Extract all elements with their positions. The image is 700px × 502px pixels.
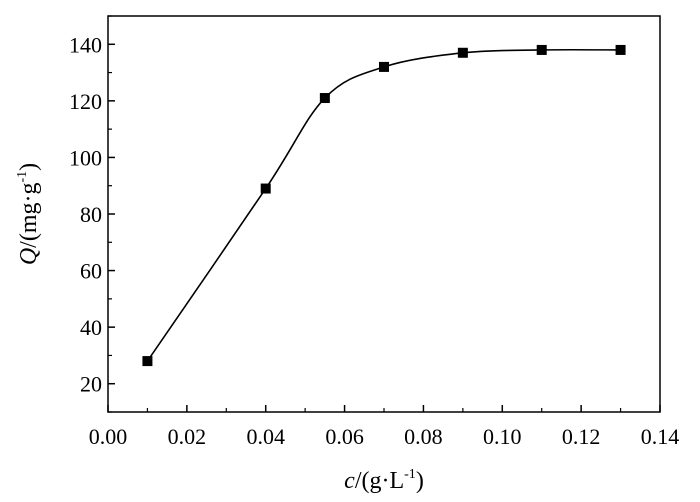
y-axis-unit: /(mg·g — [16, 183, 42, 248]
data-point — [379, 61, 389, 72]
series-markers — [142, 44, 626, 367]
y-tick-label: 40 — [80, 315, 102, 340]
data-point — [142, 356, 153, 367]
y-axis-unit-close: ) — [16, 163, 42, 171]
y-axis-ticks: 20 40 60 80 100 120 140 — [69, 15, 115, 413]
y-tick-label: 60 — [80, 259, 102, 284]
series-line — [146, 48, 621, 362]
x-axis-title: c/(g·L-1) — [344, 467, 424, 494]
y-tick-label: 100 — [69, 145, 102, 170]
x-tick-label: 0.10 — [483, 424, 522, 449]
x-tick-label: 0.12 — [562, 424, 601, 449]
x-tick-label: 0.02 — [168, 424, 207, 449]
x-tick-label: 0.06 — [325, 424, 364, 449]
data-point — [536, 44, 547, 55]
y-axis-title: Q/(mg·g-1) — [15, 163, 42, 265]
y-tick-label: 120 — [69, 89, 102, 114]
data-point — [319, 93, 330, 104]
x-tick-label: 0.04 — [246, 424, 285, 449]
x-tick-label: 0.14 — [641, 424, 680, 449]
x-axis-unit-sup: -1 — [404, 467, 416, 482]
x-tick-label: 0.00 — [89, 424, 128, 449]
y-tick-label: 140 — [69, 32, 102, 57]
x-axis-unit-close: ) — [416, 468, 424, 494]
data-point — [260, 183, 271, 194]
y-axis-unit-sup: -1 — [15, 171, 30, 183]
x-tick-label: 0.08 — [404, 424, 443, 449]
y-tick-label: 20 — [80, 372, 102, 397]
y-axis-var: Q — [16, 248, 42, 265]
x-axis-unit: /(g·L — [355, 468, 404, 494]
data-point — [457, 47, 468, 58]
x-axis-var: c — [344, 468, 355, 494]
y-tick-label: 80 — [80, 202, 102, 227]
plot-frame — [107, 15, 661, 413]
data-point — [615, 44, 626, 55]
x-axis-ticks: 0.00 0.02 0.04 0.06 0.08 0.10 0.12 0.14 — [89, 405, 680, 449]
